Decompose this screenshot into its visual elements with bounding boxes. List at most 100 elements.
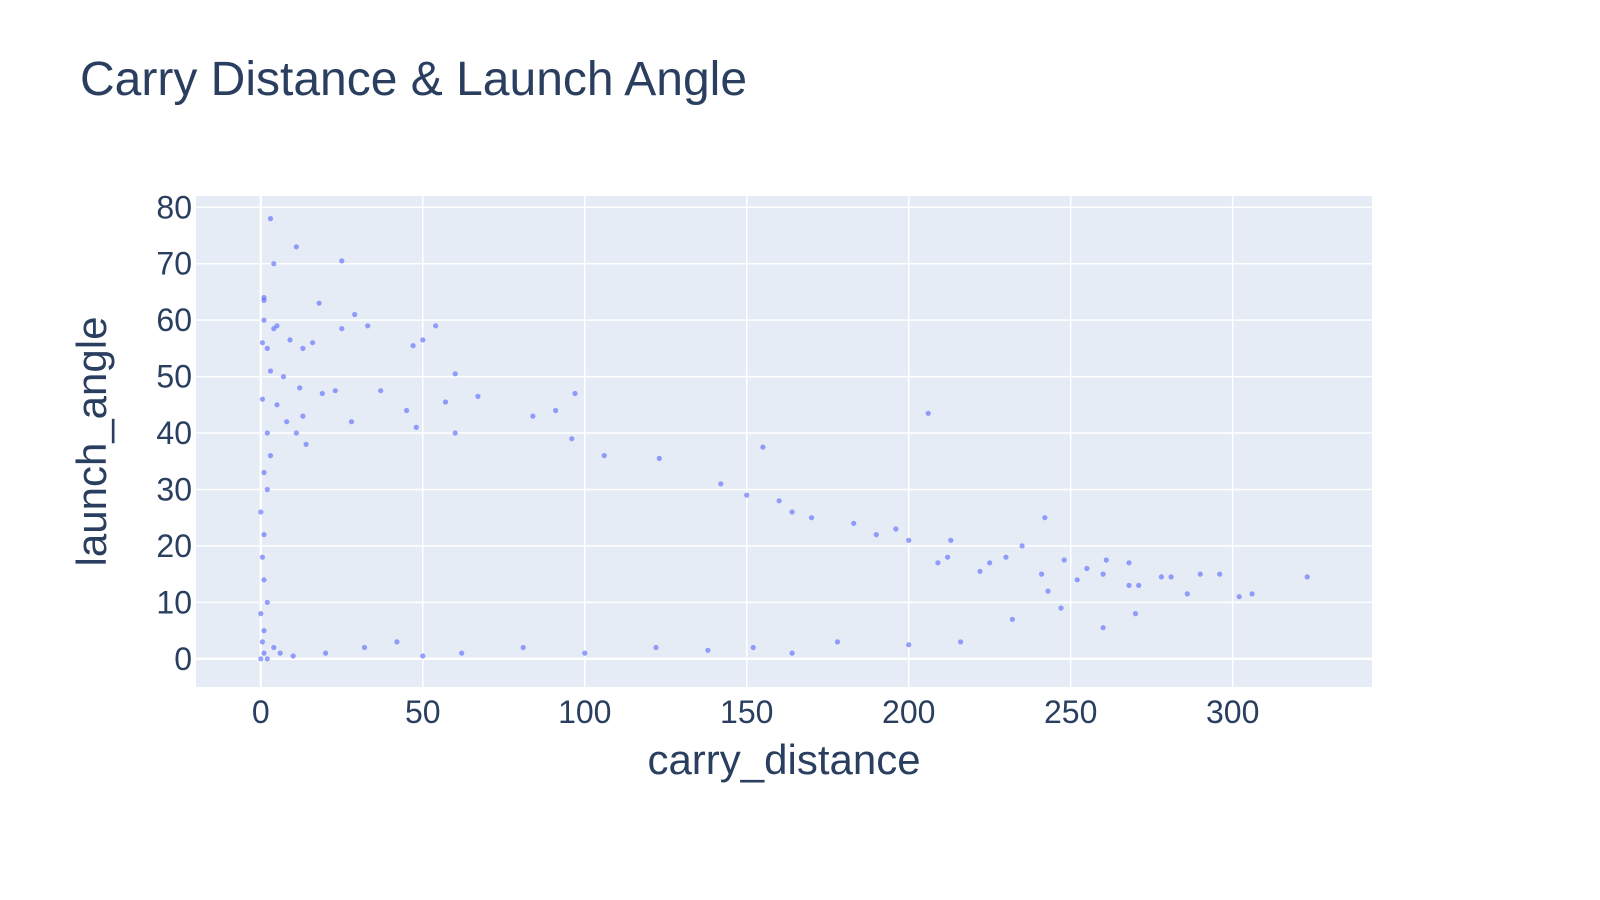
scatter-point	[267, 368, 274, 374]
scatter-point	[1217, 571, 1223, 577]
scatter-point	[530, 413, 536, 419]
scatter-point	[1045, 588, 1051, 594]
scatter-point	[413, 424, 419, 430]
data-points	[258, 216, 1310, 662]
y-tick-label: 10	[156, 584, 192, 620]
scatter-point	[656, 455, 662, 461]
scatter-point	[258, 611, 264, 617]
scatter-point	[339, 326, 345, 332]
scatter-point	[935, 560, 941, 566]
scatter-point	[303, 441, 309, 447]
scatter-point	[348, 419, 355, 425]
scatter-point	[553, 407, 559, 414]
x-tick-label: 100	[558, 694, 611, 730]
scatter-point	[280, 374, 287, 380]
scatter-point	[433, 323, 439, 329]
scatter-point	[1126, 582, 1132, 589]
scatter-point	[958, 639, 964, 645]
scatter-point	[582, 650, 588, 656]
scatter-point	[452, 371, 458, 377]
scatter-point	[1236, 594, 1242, 600]
scatter-point	[977, 568, 983, 574]
scatter-point	[893, 526, 899, 532]
scatter-point	[290, 653, 296, 659]
scatter-point	[297, 385, 303, 391]
scatter-point	[475, 393, 481, 399]
y-tick-label: 30	[156, 471, 192, 507]
scatter-point	[705, 647, 711, 653]
scatter-point	[601, 453, 607, 459]
scatter-point	[1103, 557, 1109, 563]
scatter-point	[948, 537, 954, 543]
x-tick-label: 150	[720, 694, 773, 730]
x-tick-label: 0	[252, 694, 270, 730]
scatter-point	[420, 337, 426, 343]
y-tick-label: 20	[156, 528, 192, 564]
scatter-point	[271, 326, 277, 332]
scatter-point	[258, 509, 264, 515]
scatter-point	[323, 650, 329, 656]
y-tick-label: 60	[156, 302, 192, 338]
scatter-point	[261, 577, 267, 583]
scatter-point	[258, 656, 264, 662]
scatter-point	[789, 509, 795, 515]
scatter-point	[267, 453, 274, 459]
scatter-point	[287, 337, 293, 343]
scatter-point	[569, 436, 575, 442]
scatter-point	[442, 399, 449, 405]
scatter-point	[1136, 582, 1142, 589]
scatter-point	[572, 390, 578, 397]
scatter-point	[1009, 616, 1016, 622]
scatter-point	[310, 340, 316, 346]
scatter-point	[808, 515, 815, 521]
scatter-point	[394, 639, 400, 645]
y-tick-label: 0	[174, 641, 192, 677]
scatter-point	[277, 650, 283, 656]
scatter-point	[259, 639, 265, 645]
scatter-point	[1058, 605, 1064, 611]
y-tick-label: 70	[156, 246, 192, 282]
scatter-point	[378, 388, 384, 394]
scatter-point	[300, 413, 306, 419]
scatter-point	[1168, 574, 1174, 580]
scatter-point	[873, 532, 879, 538]
scatter-point	[261, 469, 267, 476]
scatter-point	[750, 644, 756, 651]
y-tick-label: 40	[156, 415, 192, 451]
scatter-point	[776, 498, 782, 504]
scatter-point	[459, 650, 465, 656]
scatter-point	[789, 650, 795, 656]
scatter-point	[300, 345, 306, 351]
scatter-point	[267, 216, 274, 222]
plot-area	[196, 196, 1372, 687]
scatter-point	[319, 390, 325, 397]
scatter-point	[906, 642, 912, 648]
y-tick-label: 80	[156, 189, 192, 225]
scatter-point	[1003, 554, 1009, 560]
x-tick-label: 300	[1206, 694, 1259, 730]
scatter-point	[332, 388, 338, 394]
chart-title: Carry Distance & Launch Angle	[80, 53, 748, 106]
scatter-point	[271, 644, 277, 651]
scatter-point	[1249, 591, 1255, 597]
scatter-point	[365, 323, 371, 329]
scatter-point	[1019, 543, 1025, 549]
scatter-point	[987, 560, 993, 566]
scatter-point	[906, 537, 912, 543]
scatter-point	[760, 444, 766, 450]
scatter-point	[1126, 560, 1132, 566]
scatter-point	[316, 300, 322, 306]
scatter-point	[744, 492, 750, 498]
scatter-point	[945, 554, 951, 560]
scatter-point	[404, 407, 410, 414]
x-tick-label: 50	[405, 694, 441, 730]
scatter-point	[261, 628, 267, 634]
scatter-point	[1184, 591, 1190, 597]
scatter-point	[261, 650, 267, 656]
tick-labels: 0 50 100 150 200 250 300 0 10 20 30 40 50 60 70 80	[156, 189, 1259, 730]
scatter-point	[1197, 571, 1203, 577]
scatter-point	[452, 430, 458, 436]
scatter-point	[834, 639, 841, 645]
scatter-point	[284, 419, 290, 425]
